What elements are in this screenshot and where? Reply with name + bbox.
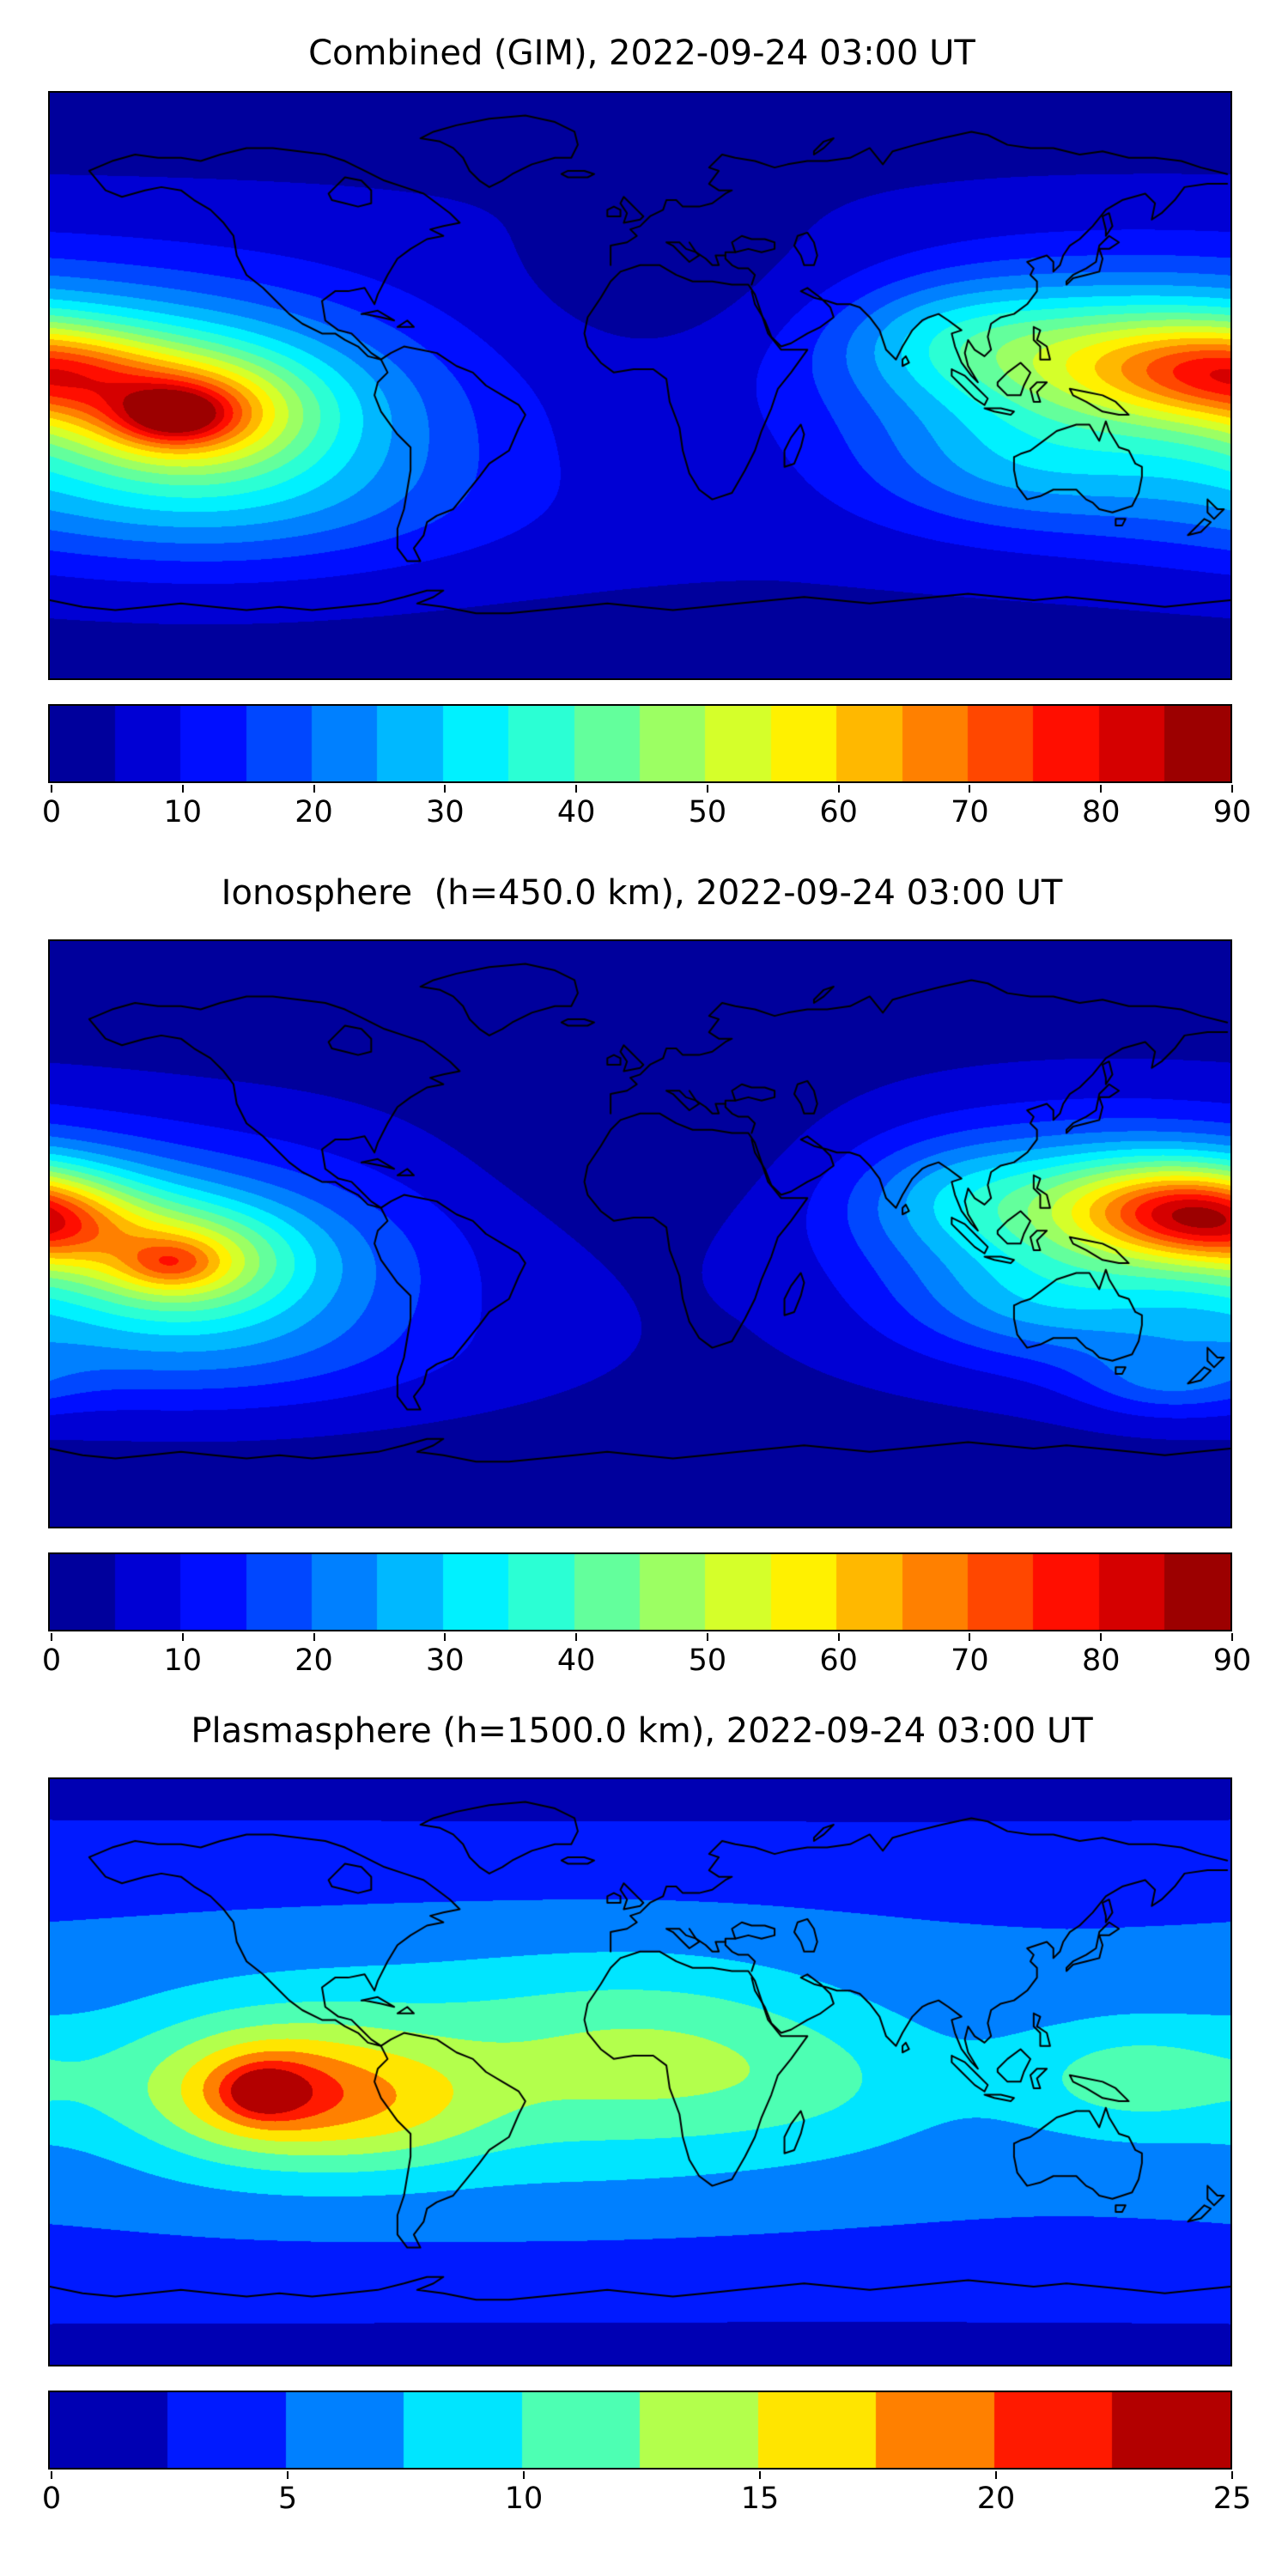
tick-label: 50	[688, 1643, 727, 1678]
tick-label: 70	[951, 795, 989, 829]
tick-mark	[181, 785, 184, 793]
colorbar-ticks-plasmasphere: 0 5 10 15 20 25	[42, 2471, 1251, 2523]
tick-mark	[51, 1633, 52, 1641]
tick-label: 70	[951, 1643, 989, 1678]
panel-1-title: Combined (GIM), 2022-09-24 03:00 UT	[308, 33, 975, 73]
panel-2-title: Ionosphere (h=450.0 km), 2022-09-24 03:0…	[221, 873, 1063, 913]
tick-mark	[181, 1633, 184, 1641]
tick-mark	[1231, 1633, 1233, 1641]
tick-label: 0	[41, 795, 62, 829]
colorbar-plasmasphere	[48, 2391, 1232, 2470]
tick-mark	[313, 1633, 315, 1641]
tick-label: 80	[1081, 1643, 1121, 1678]
tick-mark	[995, 2471, 997, 2479]
map-canvas-ionosphere	[48, 939, 1232, 1528]
tick-label: 80	[1081, 795, 1121, 829]
tick-mark	[969, 785, 971, 793]
tick-label: 30	[426, 795, 465, 829]
tick-label: 40	[556, 795, 596, 829]
tick-label: 15	[740, 2482, 780, 2516]
colorbar-combined	[48, 704, 1232, 783]
tick-mark	[837, 785, 840, 793]
tick-label: 0	[41, 1643, 62, 1678]
tick-label: 90	[1212, 1643, 1252, 1678]
colorbar-ionosphere	[48, 1552, 1232, 1631]
tick-label: 60	[819, 795, 858, 829]
map-canvas-combined	[48, 91, 1232, 680]
tick-label: 5	[277, 2482, 298, 2516]
tick-label: 25	[1212, 2482, 1252, 2516]
tick-mark	[523, 2471, 525, 2479]
colorbar-ticks-combined: 0 10 20 30 40 50 60 70 80 90	[42, 785, 1251, 836]
tick-mark	[706, 785, 708, 793]
tick-mark	[1100, 1633, 1103, 1641]
tick-label: 20	[295, 795, 333, 829]
tick-mark	[444, 1633, 447, 1641]
tick-label: 90	[1212, 795, 1252, 829]
panel-3-title: Plasmasphere (h=1500.0 km), 2022-09-24 0…	[191, 1711, 1093, 1751]
tick-label: 10	[163, 795, 203, 829]
tick-mark	[837, 1633, 840, 1641]
tick-mark	[575, 785, 578, 793]
tick-mark	[51, 785, 52, 793]
tick-mark	[575, 1633, 578, 1641]
tick-label: 60	[819, 1643, 858, 1678]
tick-mark	[759, 2471, 761, 2479]
tick-mark	[1231, 785, 1233, 793]
tick-mark	[969, 1633, 971, 1641]
tick-mark	[287, 2471, 289, 2479]
tick-label: 50	[688, 795, 727, 829]
tick-mark	[1100, 785, 1103, 793]
tick-label: 0	[41, 2482, 62, 2516]
tick-label: 40	[556, 1643, 596, 1678]
tick-mark	[444, 785, 447, 793]
tick-mark	[1231, 2471, 1233, 2479]
tick-label: 20	[976, 2482, 1016, 2516]
colorbar-ticks-ionosphere: 0 10 20 30 40 50 60 70 80 90	[42, 1633, 1251, 1685]
map-canvas-plasmasphere	[48, 1777, 1232, 2366]
tick-label: 10	[163, 1643, 203, 1678]
tick-mark	[706, 1633, 708, 1641]
tick-label: 10	[504, 2482, 544, 2516]
tick-label: 30	[426, 1643, 465, 1678]
tick-label: 20	[295, 1643, 333, 1678]
tick-mark	[313, 785, 315, 793]
tick-mark	[51, 2471, 52, 2479]
